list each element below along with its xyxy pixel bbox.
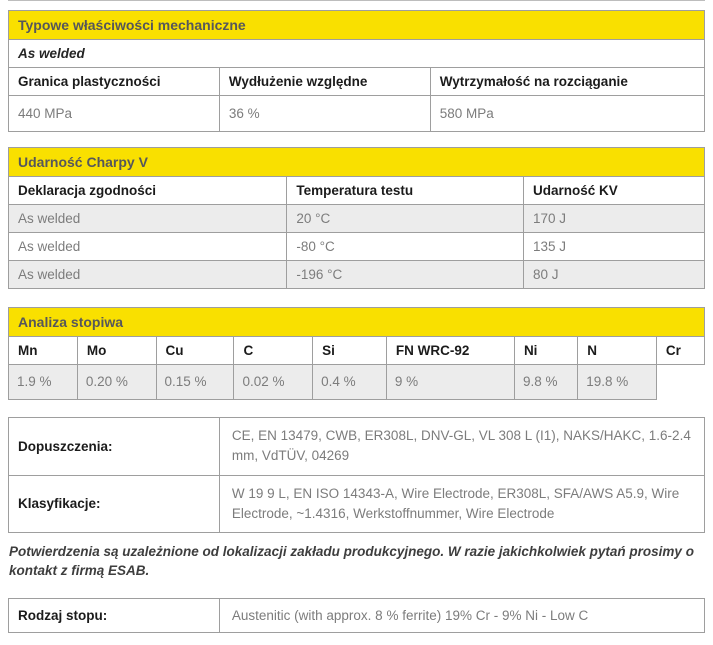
cell-si: 0.4 % [312,364,387,400]
column-header-yield-strength: Granica plastyczności [8,67,220,96]
column-header-ni: Ni [513,336,579,365]
section-approvals: Dopuszczenia: CE, EN 13479, CWB, ER308L,… [8,417,706,533]
section-charpy-v: Udarność Charpy V Deklaracja zgodności T… [7,147,705,289]
cell-cu: 0.15 % [155,364,235,400]
section-mechanical-properties: Typowe właściwości mechaniczne As welded… [8,10,706,132]
alloy-type-value: Austenitic (with approx. 8 % ferrite) 19… [218,597,706,633]
cell-yield-strength: 440 MPa [8,95,220,132]
section-title: Typowe właściwości mechaniczne [8,10,705,40]
table-row: Rodzaj stopu: Austenitic (with approx. 8… [8,597,706,633]
table-row: Analiza stopiwa [8,307,705,337]
column-header-test-temperature: Temperatura testu [286,176,525,205]
mechanical-properties-table: Typowe właściwości mechaniczne As welded… [8,10,706,132]
column-header-cu: Cu [155,336,235,365]
cell-fn-wrc-92: 9 % [385,364,515,400]
table-row: As welded [8,39,705,68]
table-row: Deklaracja zgodności Temperatura testu U… [7,176,705,205]
section-alloy-analysis: Analiza stopiwa Mn Mo Cu C Si FN WRC-92 … [8,307,706,400]
column-header-tensile-strength: Wytrzymałość na rozciąganie [429,67,706,96]
approvals-table: Dopuszczenia: CE, EN 13479, CWB, ER308L,… [8,417,706,533]
table-row: Mn Mo Cu C Si FN WRC-92 Ni N Cr [8,336,706,365]
cell-n: 19.8 % [577,364,657,400]
column-header-impact-kv: Udarność KV [523,176,705,205]
classifications-value: W 19 9 L, EN ISO 14343-A, Wire Electrode… [218,474,706,533]
column-header-elongation: Wydłużenie względne [218,67,431,96]
alloy-analysis-table: Analiza stopiwa Mn Mo Cu C Si FN WRC-92 … [8,307,706,400]
table-row: Dopuszczenia: CE, EN 13479, CWB, ER308L,… [8,417,706,476]
column-header-n: N [577,336,657,365]
table-row: 440 MPa 36 % 580 MPa [8,95,706,132]
section-alloy-type: Rodzaj stopu: Austenitic (with approx. 8… [8,597,706,633]
cell-declaration: As welded [7,204,288,233]
cell-temperature: -80 °C [286,232,525,261]
cell-mo: 0.20 % [76,364,157,400]
cell-declaration: As welded [7,232,288,261]
top-divider [8,0,705,1]
table-row: As welded 20 °C 170 J [7,204,705,233]
alloy-type-label: Rodzaj stopu: [8,597,220,633]
approvals-value: CE, EN 13479, CWB, ER308L, DNV-GL, VL 30… [218,417,706,476]
charpy-v-table: Udarność Charpy V Deklaracja zgodności T… [7,147,705,289]
approvals-label: Dopuszczenia: [8,417,220,476]
table-row: 1.9 % 0.20 % 0.15 % 0.02 % 0.4 % 9 % 9.8… [8,364,705,400]
table-row: As welded -196 °C 80 J [7,260,705,289]
column-header-mn: Mn [8,336,78,365]
cell-tensile-strength: 580 MPa [429,95,706,132]
cell-impact: 170 J [523,204,705,233]
condition-label: As welded [8,39,705,68]
table-row: Klasyfikacje: W 19 9 L, EN ISO 14343-A, … [8,474,706,533]
cell-impact: 135 J [523,232,705,261]
column-header-c: C [233,336,314,365]
cell-temperature: 20 °C [286,204,525,233]
column-header-si: Si [312,336,387,365]
section-title: Analiza stopiwa [8,307,705,337]
table-row: Udarność Charpy V [8,147,705,177]
alloy-type-table: Rodzaj stopu: Austenitic (with approx. 8… [8,597,706,633]
table-row: As welded -80 °C 135 J [7,232,705,261]
cell-temperature: -196 °C [286,260,525,289]
column-header-mo: Mo [76,336,157,365]
table-row: Typowe właściwości mechaniczne [8,10,705,40]
cell-c: 0.02 % [233,364,314,400]
approvals-disclaimer-note: Potwierdzenia są uzależnione od lokaliza… [9,544,694,578]
column-header-declaration: Deklaracja zgodności [7,176,288,205]
classifications-label: Klasyfikacje: [8,474,220,533]
cell-impact: 80 J [523,260,705,289]
table-row: Granica plastyczności Wydłużenie względn… [8,67,706,96]
cell-declaration: As welded [7,260,288,289]
cell-elongation: 36 % [218,95,431,132]
cell-mn: 1.9 % [8,364,78,400]
cell-ni: 9.8 % [513,364,579,400]
section-title: Udarność Charpy V [8,147,705,177]
column-header-fn-wrc-92: FN WRC-92 [385,336,515,365]
column-header-cr: Cr [655,336,706,365]
